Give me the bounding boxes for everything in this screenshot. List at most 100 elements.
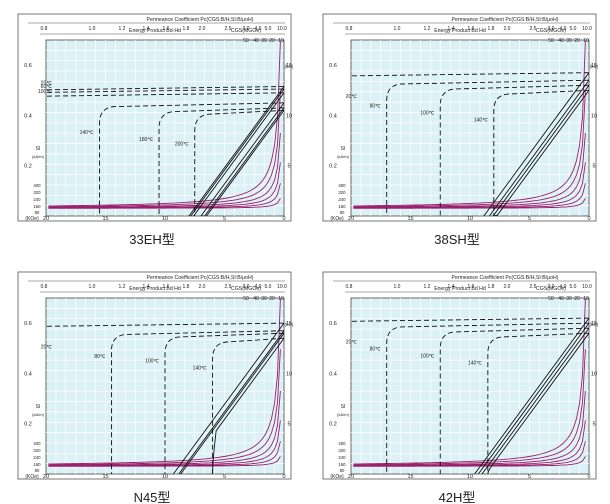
x-tick-label: 15 — [102, 474, 108, 480]
pc-tick-label: 2.0 — [199, 26, 206, 32]
si-tick-label: 160 — [338, 204, 346, 209]
y-right-tick-label: 15 — [286, 321, 292, 327]
intrinsic-curve — [487, 332, 589, 474]
x-tick-label: 15 — [102, 216, 108, 222]
y-right-unit-label: (kG) — [285, 322, 294, 327]
normal-curve — [193, 92, 284, 216]
chart-title: N45型 — [134, 490, 171, 504]
chart-panel-2: Permeance Coefficient Pc(CGS:B/H,SI:B/μo… — [17, 271, 294, 504]
chart-title: 38SH型 — [434, 232, 480, 247]
energy-product-curve — [48, 420, 281, 467]
x-tick-label: 10 — [162, 474, 168, 480]
pc-tick-label: 2.5 — [530, 26, 537, 32]
si-tick-label: 160 — [338, 462, 346, 467]
x-tick-label: 5 — [223, 474, 226, 480]
mgoe-tick-label: 10 — [278, 38, 284, 44]
si-tick-label: 240 — [338, 197, 346, 202]
intrinsic-curve — [158, 107, 284, 216]
pc-tick-label: 1.8 — [488, 26, 495, 32]
x-tick-label: 20 — [348, 474, 354, 480]
temperature-label: 20℃ — [346, 339, 358, 345]
x-tick-label: 5 — [528, 474, 531, 480]
energy-product-curve — [48, 132, 281, 208]
x-tick-label: 10 — [467, 216, 473, 222]
x-tick-label: 10 — [162, 216, 168, 222]
pc-tick-label: 3.0 — [548, 26, 555, 32]
pc-tick-label: 1.8 — [183, 26, 190, 32]
pc-tick-label: 1.6 — [163, 284, 170, 290]
pc-tick-label: 0.8 — [346, 26, 353, 32]
pc-tick-label: 2.0 — [504, 284, 511, 290]
pc-tick-label: 1.2 — [424, 26, 431, 32]
intrinsic-curve — [99, 102, 284, 216]
energy-product-curve — [353, 162, 586, 209]
y-left-tick-label: 0.4 — [329, 371, 337, 377]
pc-tick-label: 4.0 — [560, 26, 567, 32]
pc-tick-label: 1.8 — [488, 284, 495, 290]
si-tick-label: 240 — [338, 455, 346, 460]
y-left-tick-label: 0.2 — [24, 422, 32, 428]
si-tick-label: 80 — [340, 468, 345, 473]
si-tick-label: 400 — [33, 441, 41, 446]
pc-tick-label: 10.0 — [582, 26, 592, 32]
pc-tick-label: 5.0 — [570, 26, 577, 32]
y-left-tick-label: 0.2 — [329, 422, 337, 428]
y-left-tick-label: 0.6 — [24, 321, 32, 327]
pc-tick-label: 1.6 — [468, 26, 475, 32]
y-right-tick-label: 10 — [286, 113, 292, 119]
x-tick-label: 0 — [282, 474, 285, 480]
normal-curve — [483, 72, 589, 216]
intrinsic-curve — [439, 327, 589, 474]
pc-tick-label: 1.0 — [89, 284, 96, 290]
mgoe-tick-label: 40 — [253, 38, 259, 44]
x-tick-label: 5 — [528, 216, 531, 222]
chart-panel-3: Permeance Coefficient Pc(CGS:B/H,SI:B/μo… — [322, 271, 599, 504]
energy-product-curve — [48, 390, 281, 466]
energy-product-curve — [48, 349, 281, 466]
x-tick-label: 0 — [587, 474, 590, 480]
temperature-label: 100℃ — [38, 89, 52, 95]
si-tick-label: 80 — [35, 468, 40, 473]
x-tick-label: 10 — [467, 474, 473, 480]
header-energy-label: Energy Product Bd Hd — [434, 286, 486, 292]
chart-panel-1: Permeance Coefficient Pc(CGS:B/H,SI:B/μo… — [322, 13, 599, 247]
mgoe-tick-label: 50 — [243, 296, 249, 302]
temperature-label: 20℃ — [41, 344, 53, 350]
x-tick-label: 20 — [43, 216, 49, 222]
pc-tick-label: 2.5 — [530, 284, 537, 290]
y-left-tick-label: 0.2 — [24, 164, 32, 170]
mgoe-tick-label: 30 — [261, 38, 267, 44]
energy-product-curve — [48, 91, 281, 208]
energy-product-curve — [353, 40, 586, 207]
y-left-tick-label: 0.6 — [329, 321, 337, 327]
mgoe-tick-label: 50 — [548, 296, 554, 302]
energy-product-curve — [353, 390, 586, 466]
x-tick-label: 20 — [348, 216, 354, 222]
y-right-tick-label: 15 — [591, 321, 597, 327]
si-tick-label: 400 — [33, 183, 41, 188]
temperature-label: 140℃ — [80, 130, 94, 136]
pc-tick-label: 2.0 — [199, 284, 206, 290]
chart-title: 33EH型 — [129, 232, 175, 247]
pc-tick-label: 3.0 — [548, 284, 555, 290]
y-right-tick-label: 5 — [287, 422, 290, 428]
energy-product-curve — [48, 162, 281, 209]
mgoe-tick-label: 10 — [583, 296, 589, 302]
normal-curve — [200, 102, 284, 216]
si-label: SI — [341, 404, 346, 410]
mgoe-tick-label: 20 — [269, 296, 275, 302]
intrinsic-curve — [212, 337, 284, 474]
pc-tick-label: 1.0 — [394, 284, 401, 290]
pc-tick-label: 4.0 — [560, 284, 567, 290]
intrinsic-curve — [194, 109, 284, 216]
chart-panel-0: Permeance Coefficient Pc(CGS:B/H,SI:B/μo… — [17, 13, 294, 247]
pc-tick-label: 4.0 — [255, 26, 262, 32]
normal-curve — [178, 330, 284, 474]
normal-curve — [180, 332, 284, 474]
energy-product-curve — [48, 40, 281, 207]
pc-tick-label: 5.0 — [265, 284, 272, 290]
y-right-tick-label: 5 — [592, 422, 595, 428]
y-right-tick-label: 10 — [591, 113, 597, 119]
pc-tick-label: 0.8 — [41, 284, 48, 290]
temperature-label: 100℃ — [420, 110, 434, 116]
